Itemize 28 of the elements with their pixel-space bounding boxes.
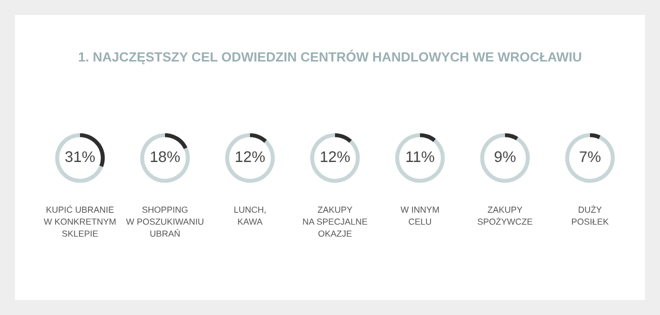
donut-slice (590, 133, 601, 140)
text: ZAKUPY NA SPECJALNE OKAZJE (303, 206, 368, 237)
donut-slice (395, 133, 445, 183)
data-label: 12% (320, 151, 350, 162)
text: DUŻY POSIŁEK (572, 205, 609, 225)
text: 1. NAJCZĘSTSZY CEL ODWIEDZIN CENTRÓW HANDLOWYCH WE WROCŁAWIU (78, 50, 582, 64)
donut-slice (225, 133, 275, 183)
donut-slice (335, 133, 352, 143)
data-label: 11% (406, 151, 434, 162)
text: ZAKUPY SPOŻYWCZE (478, 206, 532, 225)
data-label: 9% (494, 151, 516, 162)
donut-slice (310, 133, 360, 183)
donut-slice (55, 133, 104, 183)
donut-slice (140, 133, 190, 183)
donut-slice (165, 133, 188, 150)
text: KUPIĆ UBRANIE W KONKRETNYM SKLEPIE (44, 205, 116, 237)
donut-slice (505, 133, 518, 140)
donut-slice (420, 133, 436, 142)
data-label: 12% (236, 151, 265, 162)
text: LUNCH, KAWA (234, 206, 266, 225)
data-label: 31% (65, 151, 95, 162)
donut-slice (480, 133, 530, 183)
data-label: 7% (580, 151, 600, 162)
donut-slice (250, 133, 267, 143)
donut-slice (565, 133, 615, 183)
text: W INNYM CELU (400, 206, 439, 225)
data-label: 18% (150, 151, 180, 162)
text: SHOPPING W POSZUKIWANIU UBRAŃ (126, 206, 204, 237)
